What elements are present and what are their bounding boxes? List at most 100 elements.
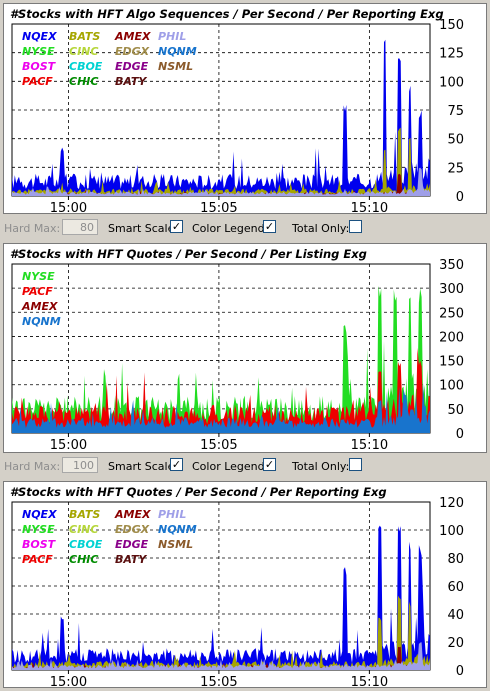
smart-scale-checkbox[interactable]: ✓ [170, 458, 183, 471]
legend-item: BATS [69, 30, 101, 43]
legend-item: EDGE [115, 538, 149, 551]
y-tick-label: 125 [439, 47, 464, 62]
legend-item: NSML [158, 538, 194, 551]
chart-panel-quotes-reporting: #Stocks with HFT Quotes / Per Second / P… [3, 481, 487, 688]
y-tick-label: 40 [447, 608, 464, 623]
legend-item: PACF [22, 553, 53, 566]
legend-item: PACF [22, 75, 53, 88]
x-tick-label: 15:05 [200, 201, 237, 213]
chart-title: #Stocks with HFT Quotes / Per Second / P… [10, 247, 367, 261]
y-tick-label: 100 [439, 524, 464, 539]
legend-item: NQNM [158, 523, 197, 536]
legend-item: CINC [69, 523, 99, 536]
y-tick-label: 120 [439, 496, 464, 511]
y-tick-label: 60 [447, 580, 464, 595]
legend-item: PHIL [158, 30, 187, 43]
y-tick-label: 150 [439, 18, 464, 33]
legend-item: CBOE [69, 60, 103, 73]
color-legend-checkbox[interactable]: ✓ [263, 458, 276, 471]
legend-item: EDGX [115, 523, 150, 536]
x-tick-label: 15:10 [351, 201, 388, 213]
chart-canvas: 350 300 250 200 150 100 50 0 15:00 15:05 15:10 [11, 258, 464, 452]
x-tick-label: 15:10 [351, 438, 388, 452]
legend-item: NYSE [22, 45, 55, 58]
x-tick-label: 15:00 [50, 675, 87, 687]
legend-item: EDGX [115, 45, 150, 58]
legend-item: PACF [22, 285, 53, 298]
series-phil [12, 167, 430, 196]
y-tick-label: 350 [439, 258, 464, 273]
legend-item: BATS [69, 508, 101, 521]
legend-item: BATY [115, 75, 147, 88]
y-tick-label: 50 [447, 133, 464, 148]
chart-title: #Stocks with HFT Algo Sequences / Per Se… [10, 7, 444, 21]
legend-item: BATY [115, 553, 147, 566]
smart-scale-label: Smart Scale: [108, 460, 179, 473]
legend-item: NQNM [22, 315, 61, 328]
legend-item: CHIC [69, 75, 99, 88]
chart-controls-1: Hard Max: 80 Smart Scale: ✓ Color Legend… [0, 217, 490, 241]
legend-item: NQNM [158, 45, 197, 58]
series-pacf [12, 347, 430, 433]
hard-max-label: Hard Max: [4, 222, 61, 235]
chart-panel-quotes-listing: #Stocks with HFT Quotes / Per Second / P… [3, 243, 487, 453]
series-nqex [12, 525, 430, 670]
color-legend-label: Color Legend: [192, 460, 269, 473]
legend-item: EDGE [115, 60, 149, 73]
legend-item: NYSE [22, 523, 55, 536]
x-tick-label: 15:05 [200, 675, 237, 687]
y-tick-label: 0 [456, 664, 464, 679]
y-tick-label: 0 [456, 190, 464, 205]
total-only-checkbox[interactable] [349, 458, 362, 471]
legend-item: CHIC [69, 553, 99, 566]
legend-item: BOST [22, 60, 56, 73]
legend-item: NSML [158, 60, 194, 73]
legend-item: BOST [22, 538, 56, 551]
total-only-checkbox[interactable] [349, 220, 362, 233]
color-legend-checkbox[interactable]: ✓ [263, 220, 276, 233]
y-tick-label: 0 [456, 427, 464, 442]
y-tick-label: 150 [439, 355, 464, 370]
y-tick-label: 75 [447, 104, 464, 119]
legend-item: CBOE [69, 538, 103, 551]
series-phil [12, 642, 430, 670]
chart-title: #Stocks with HFT Quotes / Per Second / P… [10, 485, 387, 499]
legend-item: AMEX [22, 300, 58, 313]
series-nqex [12, 39, 430, 197]
series-bats [12, 127, 430, 196]
legend-item: AMEX [115, 508, 151, 521]
y-tick-label: 20 [447, 636, 464, 651]
y-tick-label: 250 [439, 306, 464, 321]
chart-canvas: 150 125 100 75 50 25 0 15:00 15:05 15:10 [11, 18, 464, 213]
total-only-label: Total Only: [292, 222, 350, 235]
smart-scale-label: Smart Scale: [108, 222, 179, 235]
series-bats [12, 595, 430, 670]
legend-item: NQEX [22, 508, 57, 521]
y-tick-label: 80 [447, 552, 464, 567]
series-amex [12, 646, 430, 670]
y-tick-label: 300 [439, 282, 464, 297]
hard-max-label: Hard Max: [4, 460, 61, 473]
chart-controls-2: Hard Max: 100 Smart Scale: ✓ Color Legen… [0, 455, 490, 479]
chart-canvas: 120 100 80 60 40 20 0 15:00 15:05 15:10 [11, 496, 464, 687]
y-tick-label: 100 [439, 75, 464, 90]
legend-item: AMEX [115, 30, 151, 43]
x-tick-label: 15:05 [200, 438, 237, 452]
y-tick-label: 50 [447, 403, 464, 418]
hard-max-input[interactable]: 100 [62, 457, 98, 473]
total-only-label: Total Only: [292, 460, 350, 473]
y-tick-label: 200 [439, 330, 464, 345]
x-tick-label: 15:00 [50, 438, 87, 452]
legend-item: NQEX [22, 30, 57, 43]
y-tick-label: 25 [447, 161, 464, 176]
legend-item: NYSE [22, 270, 55, 283]
x-tick-label: 15:00 [50, 201, 87, 213]
legend-item: CINC [69, 45, 99, 58]
color-legend-label: Color Legend: [192, 222, 269, 235]
series-nqnm [12, 382, 430, 433]
smart-scale-checkbox[interactable]: ✓ [170, 220, 183, 233]
y-tick-label: 100 [439, 379, 464, 394]
hard-max-input[interactable]: 80 [62, 219, 98, 235]
x-tick-label: 15:10 [351, 675, 388, 687]
chart-panel-algo-sequences: #Stocks with HFT Algo Sequences / Per Se… [3, 3, 487, 214]
